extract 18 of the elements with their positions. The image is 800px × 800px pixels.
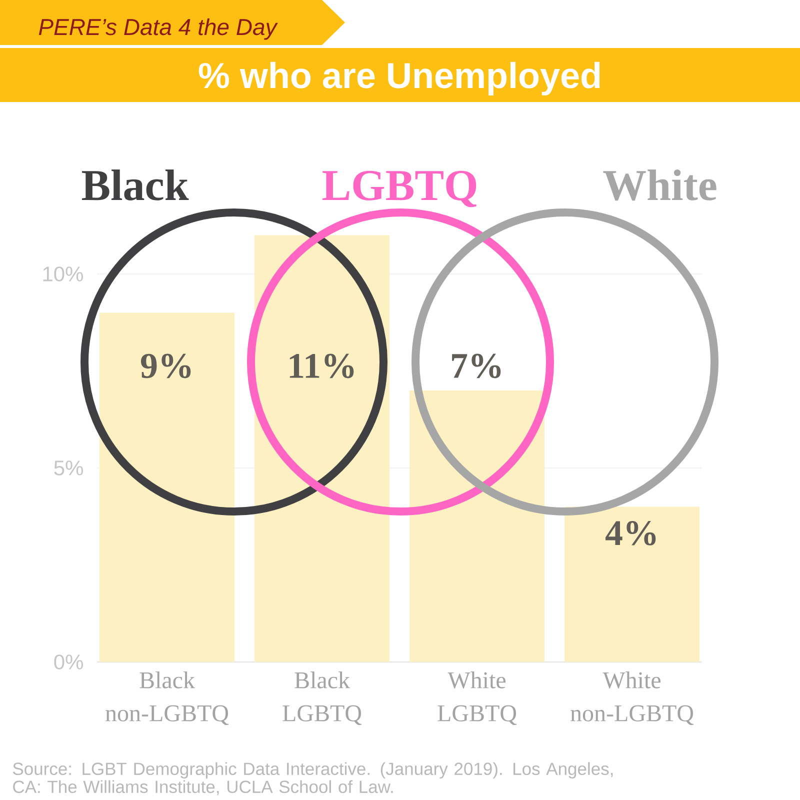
x-tick-label: White LGBTQ xyxy=(438,672,517,726)
y-tick-label: 5% xyxy=(54,460,83,476)
source-note: Source: LGBT Demographic Data Interactive. (January 2019). Los Angeles, CA: The Williams Institute, UCLA School of Law. xyxy=(12,762,613,796)
data-label: 7% xyxy=(452,354,501,378)
x-tick-label: Black non-LGBTQ xyxy=(106,672,229,726)
data-label: 9% xyxy=(140,354,191,378)
data-label: 11% xyxy=(290,354,354,378)
text: Black xyxy=(82,169,189,200)
data-label: 4% xyxy=(606,521,656,546)
chart-subtitle: PERE’s Data 4 the Day xyxy=(38,18,278,40)
y-tick-label: 10% xyxy=(43,266,83,282)
text: LGBTQ xyxy=(322,170,476,208)
y-tick-label: 0% xyxy=(54,654,83,670)
x-tick-label: Black LGBTQ xyxy=(282,672,362,726)
x-tick-label: White non-LGBTQ xyxy=(570,672,694,726)
bar xyxy=(564,506,700,662)
chart-title: % who are Unemployed xyxy=(198,62,600,96)
text: White xyxy=(603,169,716,201)
